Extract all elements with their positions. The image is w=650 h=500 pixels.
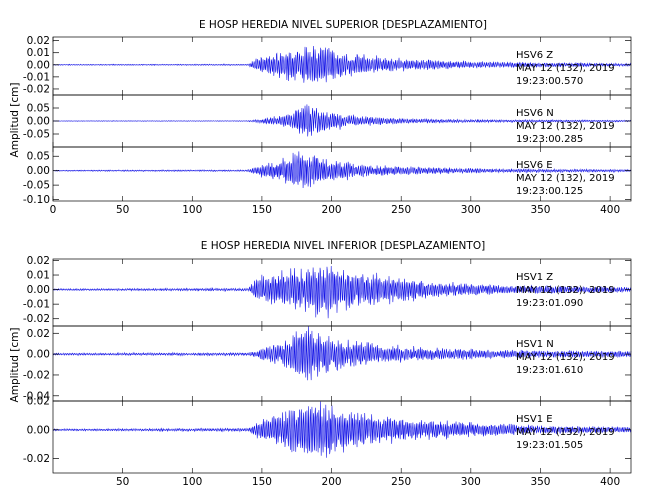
figure-2: E HOSP HEREDIA NIVEL INFERIOR [DESPLAZAM… (9, 240, 632, 488)
y-tick-label: 0.01 (27, 47, 50, 59)
trace-panel-hsv6-n: 0.050.00-0.05 HSV6 N MAY 12 (132), 2019 19:… (23, 94, 632, 148)
station-component-label: HSV6 N (516, 108, 554, 119)
y-tick-label: 0.02 (27, 328, 50, 340)
y-tick-label: -0.04 (23, 390, 50, 402)
y-tick-label: -0.05 (23, 180, 50, 192)
waveform-trace (52, 401, 632, 458)
date-label: MAY 12 (132), 2019 (516, 352, 615, 363)
y-tick-label: 0.00 (27, 116, 50, 128)
x-tick-label: 350 (530, 204, 550, 216)
x-tick-label: 50 (116, 204, 129, 216)
y-tick-label: 0.00 (27, 59, 50, 71)
trace-panel-hsv1-e: 0.02 0.00 -0.02 HSV1 E MAY 12 (132), 2019 19:… (23, 396, 632, 488)
x-tick-label: 200 (322, 476, 342, 488)
waveform-trace (52, 151, 632, 188)
y-tick-label: 0.02 (27, 396, 50, 408)
start-time-label: 19:23:01.090 (516, 298, 583, 309)
station-component-label: HSV1 E (516, 414, 553, 425)
start-time-label: 19:23:00.125 (516, 186, 583, 197)
waveform-trace (52, 104, 632, 137)
x-tick-label: 100 (182, 204, 202, 216)
date-label: MAY 12 (132), 2019 (516, 63, 615, 74)
x-tick-label: 350 (530, 476, 550, 488)
trace-panel-hsv1-z: 0.02 0.01 0.00 -0.01 -0.02 HSV1 Z MAY 12 (132)… (23, 255, 632, 327)
y-tick-label: -0.02 (23, 83, 50, 95)
y-tick-label: -0.01 (23, 299, 50, 311)
y-tick-label: 0.01 (27, 270, 50, 282)
figure-1: E HOSP HEREDIA NIVEL SUPERIOR [DESPLAZAM… (9, 19, 632, 216)
station-component-label: HSV6 E (516, 160, 553, 171)
x-tick-label: 150 (252, 204, 272, 216)
chart-title: E HOSP HEREDIA NIVEL INFERIOR [DESPLAZAM… (201, 240, 485, 252)
y-tick-label: -0.05 (23, 129, 50, 141)
station-component-label: HSV1 Z (516, 272, 553, 283)
y-axis-label: Amplitud [cm] (9, 328, 21, 403)
start-time-label: 19:23:00.570 (516, 76, 583, 87)
start-time-label: 19:23:01.505 (516, 440, 583, 451)
chart-title: E HOSP HEREDIA NIVEL SUPERIOR [DESPLAZAM… (199, 19, 487, 31)
y-tick-label: 0.00 (27, 349, 50, 361)
waveform-trace (52, 266, 632, 319)
waveform-trace (52, 45, 632, 83)
date-label: MAY 12 (132), 2019 (516, 121, 615, 132)
y-tick-label: 0.00 (27, 165, 50, 177)
station-component-label: HSV1 N (516, 339, 554, 350)
y-tick-label: 0.02 (27, 35, 50, 47)
x-tick-label: 400 (600, 204, 620, 216)
x-tick-label: 400 (600, 476, 620, 488)
date-label: MAY 12 (132), 2019 (516, 427, 615, 438)
y-tick-label: 0.00 (27, 424, 50, 436)
trace-panel-hsv6-e: 0.05 0.00 -0.05 -0.10 HSV6 E MAY 12 (132), 20… (23, 146, 632, 216)
x-tick-label: 200 (322, 204, 342, 216)
panel-frame (52, 400, 632, 474)
y-tick-label: -0.02 (23, 313, 50, 325)
x-tick-label: 50 (116, 476, 129, 488)
start-time-label: 19:23:01.610 (516, 365, 583, 376)
x-tick-label: 100 (182, 476, 202, 488)
y-tick-label: 0.02 (27, 255, 50, 267)
date-label: MAY 12 (132), 2019 (516, 173, 615, 184)
trace-panel-hsv6-z: 0.020.010.00-0.01-0.02 HSV6 Z MAY 12 (132)… (23, 35, 632, 95)
panel-frame (52, 325, 632, 402)
y-tick-label: -0.01 (23, 71, 50, 83)
y-tick-label: -0.02 (23, 369, 50, 381)
panel-frame (52, 146, 632, 202)
y-axis-label: Amplitud [cm] (9, 83, 21, 158)
y-tick-label: -0.02 (23, 453, 50, 465)
trace-panel-hsv1-n: 0.02 0.00 -0.02 -0.04 HSV1 N MAY 12 (132), 20… (23, 325, 632, 402)
x-tick-label: 0 (50, 204, 57, 216)
start-time-label: 19:23:00.285 (516, 134, 583, 145)
y-tick-label: 0.05 (27, 151, 50, 163)
x-tick-label: 300 (461, 204, 481, 216)
station-component-label: HSV6 Z (516, 50, 553, 61)
y-tick-label: 0.00 (27, 284, 50, 296)
x-tick-label: 300 (461, 476, 481, 488)
x-tick-label: 250 (391, 476, 411, 488)
waveform-trace (52, 326, 632, 381)
x-tick-label: 150 (252, 476, 272, 488)
y-tick-label: -0.10 (23, 194, 50, 206)
date-label: MAY 12 (132), 2019 (516, 285, 615, 296)
y-tick-label: 0.05 (27, 103, 50, 115)
x-tick-label: 250 (391, 204, 411, 216)
